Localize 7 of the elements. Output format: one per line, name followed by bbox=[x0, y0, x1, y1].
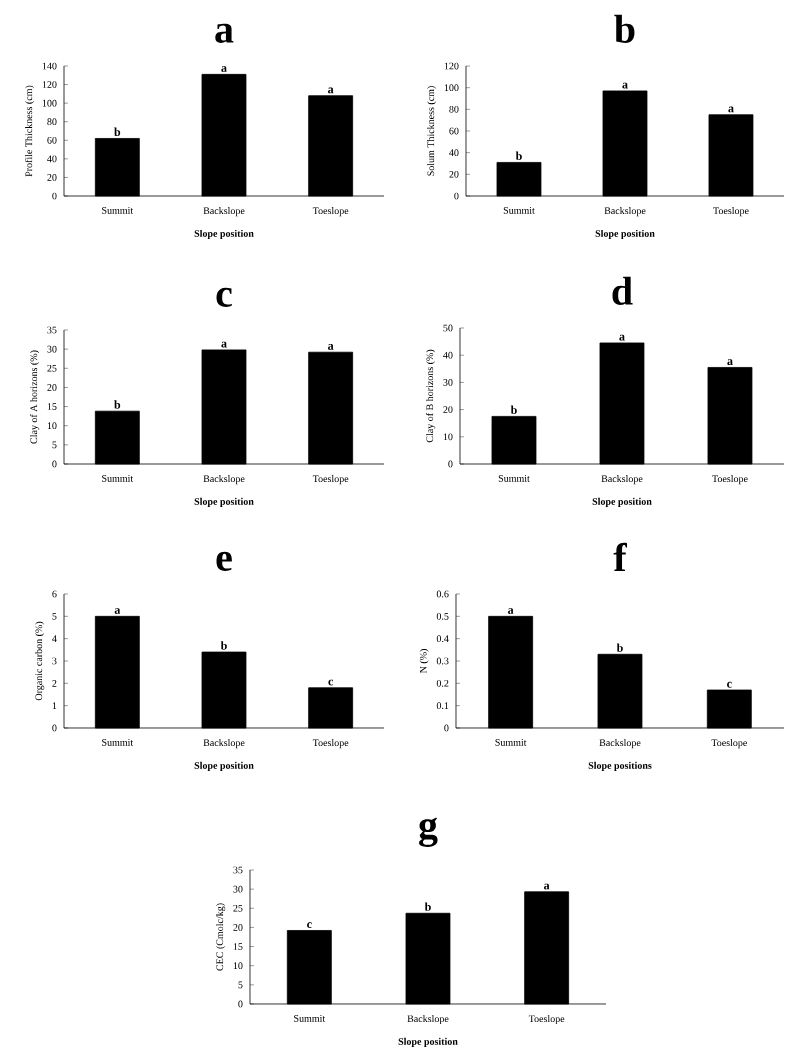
chart-title: e bbox=[216, 551, 232, 571]
chart-title: g bbox=[419, 817, 438, 847]
chart-title: c bbox=[216, 287, 232, 307]
chart-title: f bbox=[613, 542, 628, 571]
chart-title: a bbox=[215, 23, 234, 43]
chart-title: b bbox=[614, 14, 635, 43]
chart-title: d bbox=[612, 276, 633, 305]
